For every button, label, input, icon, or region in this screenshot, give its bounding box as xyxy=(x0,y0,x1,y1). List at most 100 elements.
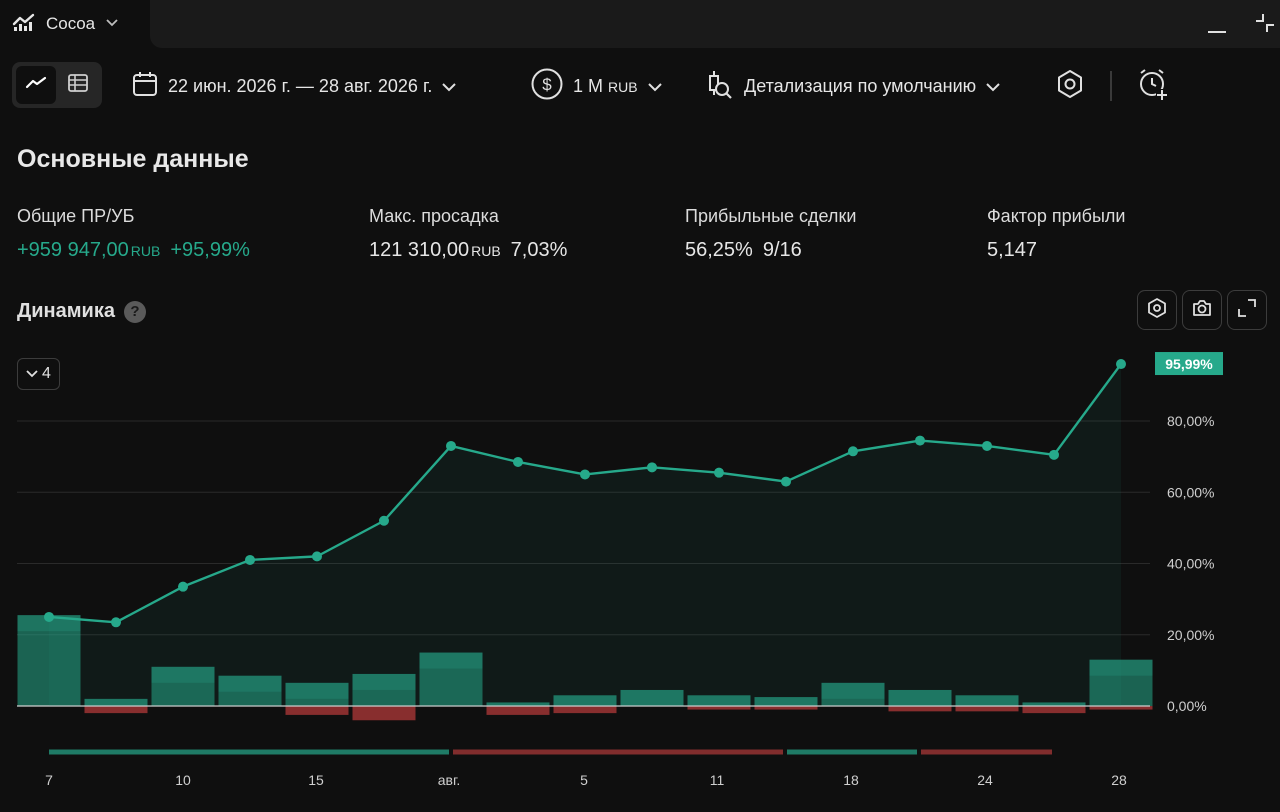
y-tick-label: 60,00% xyxy=(1167,484,1214,500)
help-icon[interactable]: ? xyxy=(123,300,146,323)
x-tick-label: 5 xyxy=(580,772,588,788)
detail-selector[interactable]: Детализация по умолчанию xyxy=(705,66,1001,106)
dollar-circle-icon: $ xyxy=(530,67,564,106)
metric-value: 5,147 xyxy=(987,239,1038,261)
profit-bar-cap xyxy=(1089,659,1153,676)
strategy-tab[interactable]: Cocoa xyxy=(0,0,150,48)
x-tick-label: 10 xyxy=(175,772,191,788)
profit-bar-cap xyxy=(486,702,550,706)
chart-view-button[interactable] xyxy=(16,66,56,104)
collapse-toggle[interactable]: 4 xyxy=(17,358,60,390)
y-tick-label: 40,00% xyxy=(1167,556,1214,572)
last-value-label: 95,99% xyxy=(1165,356,1213,372)
equity-point xyxy=(178,581,188,592)
equity-point xyxy=(312,551,322,562)
profit-bar xyxy=(84,698,148,706)
equity-point xyxy=(245,554,255,565)
profit-bar-cap xyxy=(84,698,148,706)
y-tick-label: 0,00% xyxy=(1167,698,1207,714)
loss-bar xyxy=(84,706,148,714)
loss-bar xyxy=(486,706,550,715)
equity-point xyxy=(1116,359,1126,370)
chart-title: Динамика xyxy=(17,300,115,322)
loss-bar xyxy=(754,706,818,710)
collapse-panel-icon[interactable] xyxy=(1252,10,1278,36)
profit-bar-cap xyxy=(955,695,1019,706)
title-bar: Cocoa xyxy=(0,0,1280,50)
profit-bar xyxy=(553,695,617,706)
settings-button[interactable] xyxy=(1054,66,1086,106)
x-tick-label: авг. xyxy=(438,772,461,788)
capital-selector[interactable]: $ 1 M RUB xyxy=(530,66,663,106)
tab-title: Cocoa xyxy=(46,14,96,33)
pnl-amount: +959 947,00 xyxy=(17,239,129,261)
profit-bar xyxy=(821,682,885,706)
pnl-currency: RUB xyxy=(130,243,161,259)
detail-magnifier-icon xyxy=(705,68,735,105)
profitable-percent: 56,25% xyxy=(685,239,753,261)
profit-bar xyxy=(955,695,1019,706)
chevron-down-icon xyxy=(985,76,1001,97)
equity-point xyxy=(513,456,523,467)
date-range-selector[interactable]: 22 июн. 2026 г. — 28 авг. 2026 г. xyxy=(131,66,457,106)
table-view-button[interactable] xyxy=(58,66,98,104)
metric-value: 121 310,00 RUB 7,03% xyxy=(369,239,567,262)
equity-point xyxy=(848,446,858,457)
minimize-icon[interactable] xyxy=(1204,10,1230,36)
profit-bar-cap xyxy=(1022,702,1086,706)
equity-point xyxy=(111,617,121,628)
chart-tools xyxy=(1137,290,1267,330)
profit-bar xyxy=(419,652,483,706)
x-tick-label: 24 xyxy=(977,772,993,788)
settings-hexagon-icon xyxy=(1054,68,1086,105)
add-alert-button[interactable] xyxy=(1137,66,1169,106)
drawdown-percent: 7,03% xyxy=(510,239,568,261)
x-tick-label: 7 xyxy=(45,772,53,788)
loss-bar xyxy=(1022,706,1086,714)
last-value-badge xyxy=(1155,352,1223,376)
profit-bar xyxy=(17,615,81,706)
y-tick-label: 80,00% xyxy=(1167,413,1214,429)
toolbar: 22 июн. 2026 г. — 28 авг. 2026 г. $ 1 M … xyxy=(0,58,1280,114)
equity-point xyxy=(982,440,992,451)
profit-bar xyxy=(218,675,282,706)
metric-profitable-trades: Прибыльные сделки 56,25% 9/16 xyxy=(685,206,856,262)
settings-hexagon-icon xyxy=(1146,297,1168,324)
profit-bar xyxy=(151,666,215,706)
loss-bar xyxy=(352,706,416,721)
equity-area xyxy=(49,364,1121,706)
equity-point xyxy=(714,467,724,478)
x-tick-label: 18 xyxy=(843,772,859,788)
profit-bar-cap xyxy=(687,695,751,706)
metric-label: Прибыльные сделки xyxy=(685,206,857,226)
date-range-label: 22 июн. 2026 г. — 28 авг. 2026 г. xyxy=(168,75,433,96)
profit-bar xyxy=(352,673,416,706)
equity-point xyxy=(446,440,456,451)
profit-bar xyxy=(754,697,818,706)
metric-value: 56,25% 9/16 xyxy=(685,239,856,262)
chevron-down-icon xyxy=(647,76,663,97)
chevron-down-icon xyxy=(441,76,457,97)
profit-bar xyxy=(486,702,550,706)
chart-settings-button[interactable] xyxy=(1137,290,1177,330)
line-chart-icon xyxy=(25,75,47,96)
profit-bar xyxy=(1089,659,1153,706)
profit-bar-cap xyxy=(553,695,617,706)
camera-icon xyxy=(1191,298,1213,323)
equity-point xyxy=(1049,449,1059,460)
screenshot-button[interactable] xyxy=(1182,290,1222,330)
svg-text:$: $ xyxy=(542,75,552,94)
equity-point xyxy=(580,469,590,480)
drawdown-amount: 121 310,00 xyxy=(369,239,470,261)
profit-bar xyxy=(285,682,349,706)
loss-bar xyxy=(687,706,751,710)
loss-bar xyxy=(1089,706,1153,710)
chevron-down-icon[interactable] xyxy=(105,15,119,33)
profit-bar-cap xyxy=(821,682,885,699)
metric-label: Общие ПР/УБ xyxy=(17,206,135,226)
equity-point xyxy=(781,476,791,487)
chart-header: Динамика ? xyxy=(17,300,146,323)
chevron-down-icon xyxy=(26,365,38,383)
fullscreen-button[interactable] xyxy=(1227,290,1267,330)
capital-currency: RUB xyxy=(608,78,638,95)
